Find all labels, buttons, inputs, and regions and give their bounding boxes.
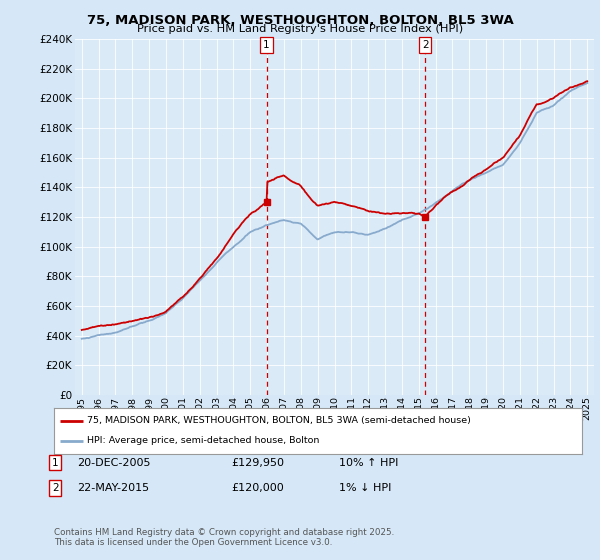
Text: £120,000: £120,000 — [231, 483, 284, 493]
Text: 75, MADISON PARK, WESTHOUGHTON, BOLTON, BL5 3WA: 75, MADISON PARK, WESTHOUGHTON, BOLTON, … — [86, 14, 514, 27]
Text: 75, MADISON PARK, WESTHOUGHTON, BOLTON, BL5 3WA (semi-detached house): 75, MADISON PARK, WESTHOUGHTON, BOLTON, … — [87, 416, 470, 425]
Text: £129,950: £129,950 — [231, 458, 284, 468]
Text: 1: 1 — [52, 458, 59, 468]
Text: 1: 1 — [263, 40, 270, 50]
Text: 20-DEC-2005: 20-DEC-2005 — [77, 458, 151, 468]
Text: 1% ↓ HPI: 1% ↓ HPI — [339, 483, 391, 493]
Text: 10% ↑ HPI: 10% ↑ HPI — [339, 458, 398, 468]
Text: 22-MAY-2015: 22-MAY-2015 — [77, 483, 149, 493]
Text: Contains HM Land Registry data © Crown copyright and database right 2025.
This d: Contains HM Land Registry data © Crown c… — [54, 528, 394, 547]
Text: 2: 2 — [52, 483, 59, 493]
Text: Price paid vs. HM Land Registry's House Price Index (HPI): Price paid vs. HM Land Registry's House … — [137, 24, 463, 34]
Text: HPI: Average price, semi-detached house, Bolton: HPI: Average price, semi-detached house,… — [87, 436, 319, 445]
Text: 2: 2 — [422, 40, 428, 50]
